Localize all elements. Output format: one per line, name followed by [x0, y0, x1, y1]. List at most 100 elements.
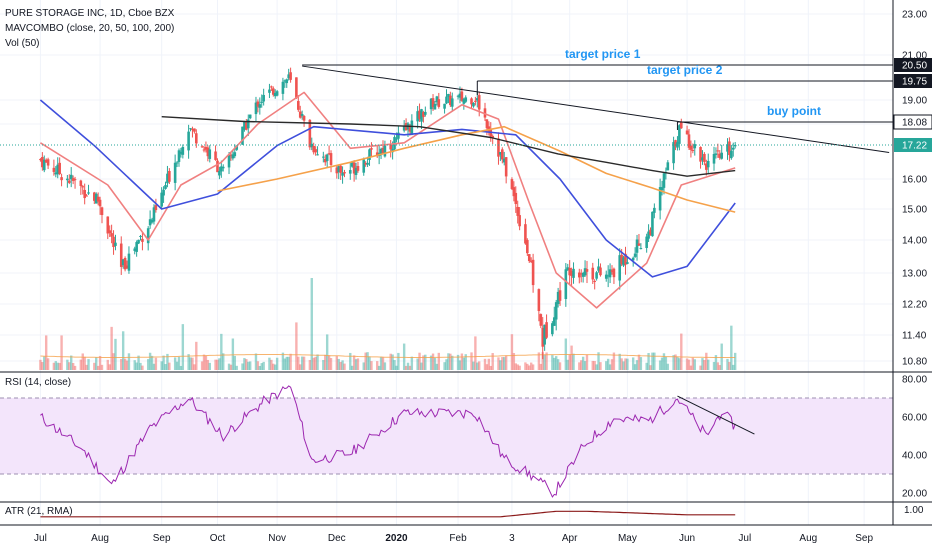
volume-bar: [593, 361, 596, 370]
y-tick-label: 19.00: [902, 96, 927, 107]
candle-body: [152, 207, 156, 222]
volume-bar: [148, 352, 152, 370]
volume-bar: [200, 361, 204, 370]
volume-bar: [327, 355, 331, 370]
volume-bar: [451, 355, 454, 370]
candle-body: [173, 162, 177, 183]
candle-body: [445, 96, 448, 104]
volume-bar: [41, 362, 44, 370]
volume-bar: [478, 361, 481, 370]
volume-bar: [489, 365, 492, 370]
candle-body: [146, 228, 150, 244]
candle-body: [460, 91, 464, 101]
candle-body: [676, 142, 679, 148]
volume-bar: [66, 359, 69, 370]
candle-body: [354, 167, 358, 176]
volume-bar: [324, 354, 327, 370]
volume-bar: [610, 359, 614, 370]
volume-bar: [350, 365, 354, 370]
volume-bar: [503, 357, 506, 370]
candle-body: [348, 170, 352, 174]
volume-bar: [397, 352, 400, 370]
candle-body: [67, 180, 71, 183]
candle-body: [248, 114, 252, 119]
volume-bar: [570, 345, 573, 370]
candle-body: [254, 102, 258, 115]
volume-bar: [110, 326, 113, 370]
volume-bar: [241, 363, 244, 370]
volume-bar: [689, 365, 693, 370]
rsi-tick-label: 80.00: [902, 375, 927, 386]
volume-bar: [364, 352, 367, 370]
volume-bar: [287, 356, 290, 370]
candle-body: [52, 167, 56, 172]
volume-bar: [707, 359, 710, 370]
candle-body: [46, 159, 50, 166]
volume-bar: [275, 357, 279, 370]
candle-body: [693, 144, 697, 149]
volume-bar: [591, 360, 594, 370]
volume-bar: [606, 358, 610, 370]
candle-body: [651, 211, 654, 237]
candle-body: [703, 153, 706, 162]
volume-bar: [206, 359, 210, 370]
moving-average-line: [161, 116, 736, 177]
candle-body: [325, 154, 329, 161]
candle-body: [539, 314, 543, 326]
price-label-text: 18.08: [902, 118, 927, 129]
candle-body: [420, 109, 423, 122]
volume-bar: [649, 365, 652, 370]
volume-bar: [605, 361, 608, 370]
volume-bar: [672, 355, 675, 370]
volume-bar: [618, 353, 621, 370]
volume-bar: [651, 352, 654, 370]
price-levels: target price 1 target price 2 buy point: [0, 47, 893, 154]
volume-bar: [335, 356, 338, 370]
volume-bar: [391, 354, 394, 370]
candle-body: [177, 150, 181, 162]
candle-body: [705, 163, 708, 170]
candle-body: [39, 159, 42, 161]
candle-body: [595, 272, 598, 279]
candle-body: [218, 170, 221, 176]
y-tick-label: 10.80: [902, 357, 927, 368]
volume-bar: [177, 356, 181, 370]
volume-bar: [281, 352, 285, 370]
candle-body: [689, 145, 693, 150]
candle-body: [608, 269, 612, 278]
candle-body: [402, 125, 406, 131]
candle-body: [645, 236, 648, 248]
volume-bar: [556, 359, 560, 370]
atr-tick-label: 1.00: [904, 505, 924, 516]
volume-bar: [491, 353, 494, 370]
candle-body: [514, 192, 518, 205]
candle-body: [262, 94, 265, 102]
candle-body: [720, 152, 724, 159]
candle-body: [566, 267, 570, 270]
volume-bar: [256, 361, 260, 370]
volume-bar: [106, 359, 109, 370]
volume-bar: [187, 354, 190, 370]
rsi-tick-label: 20.00: [902, 489, 927, 500]
volume-bar: [218, 358, 221, 370]
candle-body: [42, 159, 46, 171]
candle-body: [289, 72, 292, 80]
volume-bar: [260, 363, 263, 370]
volume-bar: [193, 364, 196, 370]
volume-bar: [504, 355, 508, 370]
candle-body: [433, 103, 437, 110]
candle-body: [96, 196, 100, 202]
volume-bar: [572, 353, 575, 370]
candle-body: [337, 166, 341, 172]
volume-bar: [231, 338, 235, 370]
volume-bar: [647, 353, 650, 370]
candle-body: [712, 154, 716, 164]
volume-bar: [583, 361, 587, 370]
volume-bar: [112, 353, 115, 370]
volume-bar: [368, 356, 371, 370]
candlesticks: [39, 67, 737, 360]
volume-bar: [420, 362, 423, 370]
candle-body: [268, 89, 271, 93]
candle-body: [110, 233, 113, 237]
